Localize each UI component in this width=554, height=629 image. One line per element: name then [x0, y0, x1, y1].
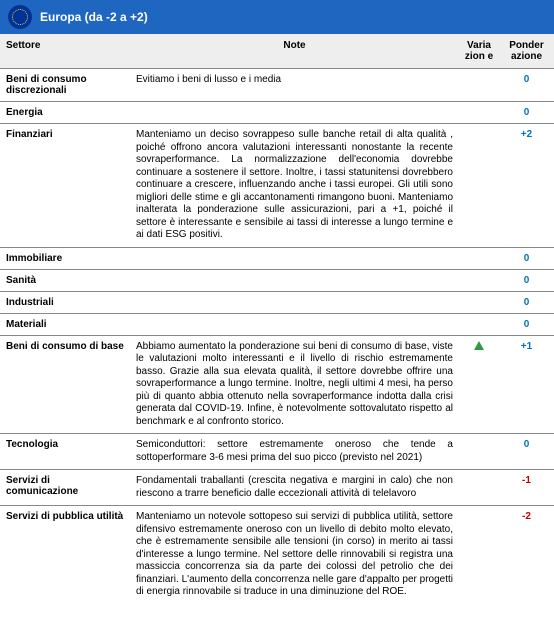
cell-note: Evitiamo i beni di lusso e i media [130, 72, 459, 98]
cell-variation [459, 72, 499, 98]
table-row: Beni di consumo discrezionaliEvitiamo i … [0, 68, 554, 101]
table-row: Servizi di comunicazioneFondamentali tra… [0, 469, 554, 505]
table-body: Beni di consumo discrezionaliEvitiamo i … [0, 68, 554, 604]
col-header-weighting: Ponder azione [499, 34, 554, 68]
col-header-sector: Settore [0, 34, 130, 68]
cell-note [130, 105, 459, 120]
cell-variation [459, 509, 499, 601]
cell-note [130, 295, 459, 310]
col-header-note: Note [130, 34, 459, 68]
cell-note [130, 317, 459, 332]
cell-note: Semiconduttori: settore estremamente one… [130, 437, 459, 466]
cell-variation [459, 339, 499, 431]
cell-sector: Beni di consumo discrezionali [0, 72, 130, 98]
cell-weighting: 0 [499, 295, 554, 310]
cell-weighting: 0 [499, 273, 554, 288]
cell-note [130, 273, 459, 288]
col-header-variation: Varia zion e [459, 34, 499, 68]
triangle-up-icon [474, 341, 484, 350]
cell-weighting: 0 [499, 72, 554, 98]
cell-sector: Finanziari [0, 127, 130, 244]
cell-weighting: 0 [499, 251, 554, 266]
cell-sector: Beni di consumo di base [0, 339, 130, 431]
cell-sector: Servizi di comunicazione [0, 473, 130, 502]
table-row: Sanità 0 [0, 269, 554, 291]
cell-sector: Materiali [0, 317, 130, 332]
cell-note [130, 251, 459, 266]
cell-weighting: -2 [499, 509, 554, 601]
cell-variation [459, 273, 499, 288]
cell-sector: Sanità [0, 273, 130, 288]
table-row: Immobiliare 0 [0, 247, 554, 269]
table-row: Energia 0 [0, 101, 554, 123]
cell-weighting: 0 [499, 437, 554, 466]
cell-weighting: 0 [499, 105, 554, 120]
table-row: Industriali 0 [0, 291, 554, 313]
cell-note: Manteniamo un deciso sovrappeso sulle ba… [130, 127, 459, 244]
cell-sector: Immobiliare [0, 251, 130, 266]
cell-variation [459, 295, 499, 310]
cell-note: Abbiamo aumentato la ponderazione sui be… [130, 339, 459, 431]
cell-variation [459, 251, 499, 266]
eu-flag-icon [8, 5, 32, 29]
cell-note: Fondamentali traballanti (crescita negat… [130, 473, 459, 502]
cell-variation [459, 105, 499, 120]
cell-variation [459, 437, 499, 466]
table-row: Beni di consumo di baseAbbiamo aumentato… [0, 335, 554, 434]
table-row: FinanziariManteniamo un deciso sovrappes… [0, 123, 554, 247]
table-row: Servizi di pubblica utilitàManteniamo un… [0, 505, 554, 604]
cell-weighting: 0 [499, 317, 554, 332]
cell-sector: Servizi di pubblica utilità [0, 509, 130, 601]
cell-note: Manteniamo un notevole sottopeso sui ser… [130, 509, 459, 601]
cell-weighting: -1 [499, 473, 554, 502]
cell-sector: Industriali [0, 295, 130, 310]
cell-variation [459, 317, 499, 332]
cell-sector: Energia [0, 105, 130, 120]
cell-variation [459, 473, 499, 502]
table-header-row: Settore Note Varia zion e Ponder azione [0, 34, 554, 68]
table-row: TecnologiaSemiconduttori: settore estrem… [0, 433, 554, 469]
table-row: Materiali 0 [0, 313, 554, 335]
region-header: Europa (da -2 a +2) [0, 0, 554, 34]
region-title: Europa (da -2 a +2) [40, 10, 148, 24]
cell-variation [459, 127, 499, 244]
cell-sector: Tecnologia [0, 437, 130, 466]
cell-weighting: +1 [499, 339, 554, 431]
cell-weighting: +2 [499, 127, 554, 244]
